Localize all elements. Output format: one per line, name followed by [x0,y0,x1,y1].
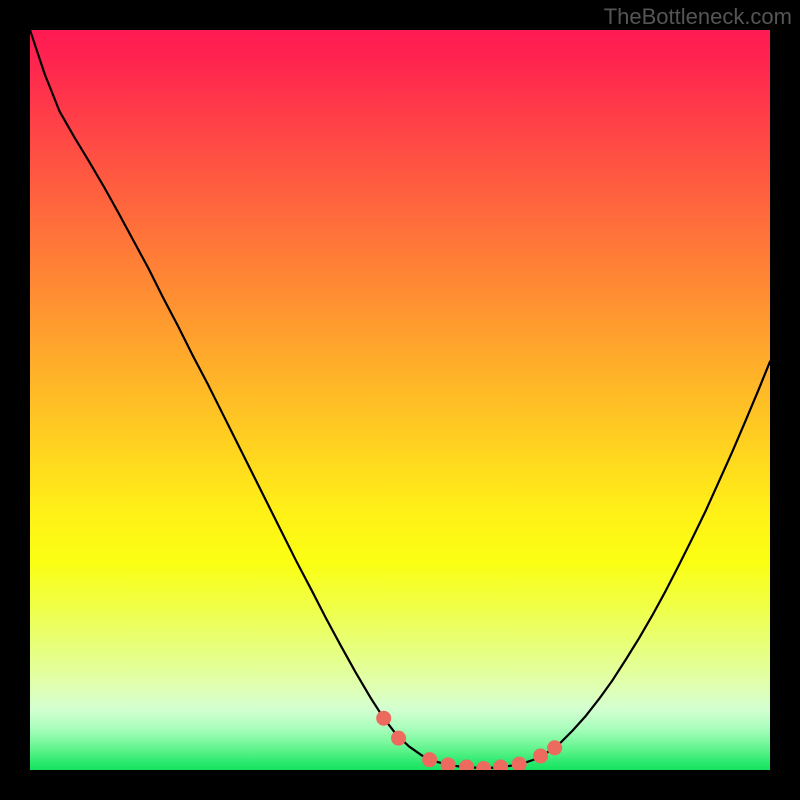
marker-dot [392,731,406,745]
bottleneck-chart [30,30,770,770]
watermark-text: TheBottleneck.com [604,4,792,30]
marker-dot [377,711,391,725]
gradient-background [30,30,770,770]
marker-dot [423,753,437,767]
marker-dot [494,760,508,770]
marker-dot [460,760,474,770]
marker-dot [441,758,455,770]
marker-dot [548,741,562,755]
chart-svg [30,30,770,770]
marker-dot [534,749,548,763]
marker-dot [512,757,526,770]
